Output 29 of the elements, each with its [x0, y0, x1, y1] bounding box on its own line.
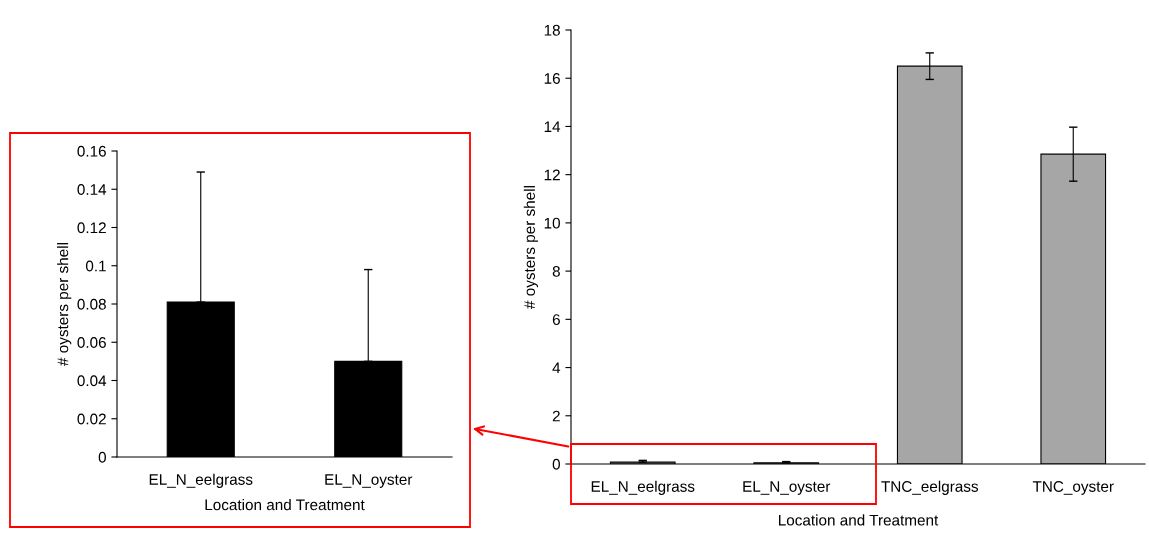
x-tick-label: EL_N_eelgrass: [149, 473, 253, 488]
x-tick-label: EL_N_oyster: [325, 474, 413, 488]
y-tick-label: 18: [544, 24, 560, 36]
x-axis-title: Location and Treatment: [205, 499, 365, 511]
x-axis-title: Location and Treatment: [779, 514, 939, 526]
x-tick-label: EL_N_eelgrass: [591, 480, 695, 495]
y-tick-label: 14: [544, 121, 561, 132]
y-tick-label: 0.02: [77, 413, 106, 425]
y-tick-label: 10: [544, 217, 560, 229]
y-tick-label: 0.1: [85, 260, 106, 272]
y-tick-label: 0.08: [77, 298, 106, 310]
y-axis-title: # oysters per shell: [523, 186, 539, 309]
y-tick-label: 0.12: [77, 222, 106, 234]
y-tick-label: 0.04: [77, 375, 107, 387]
x-tick-label: TNC_oyster: [1032, 481, 1114, 495]
y-tick-label: 0.06: [77, 337, 106, 348]
y-tick-label: 0: [98, 451, 106, 463]
y-tick-label: 0.14: [77, 184, 107, 195]
x-tick-label: TNC_eelgrass: [881, 480, 979, 495]
y-tick-label: 6: [552, 314, 560, 326]
y-tick-label: 0.16: [77, 145, 106, 157]
y-tick-label: 16: [544, 73, 560, 84]
y-tick-label: 0: [552, 458, 560, 470]
x-tick-label: EL_N_oyster: [743, 481, 831, 495]
y-axis-title: # oysters per shell: [57, 243, 72, 366]
y-tick-label: 2: [552, 410, 560, 422]
y-tick-label: 8: [552, 265, 560, 277]
y-tick-label: 4: [552, 362, 561, 374]
y-tick-label: 12: [544, 169, 560, 181]
